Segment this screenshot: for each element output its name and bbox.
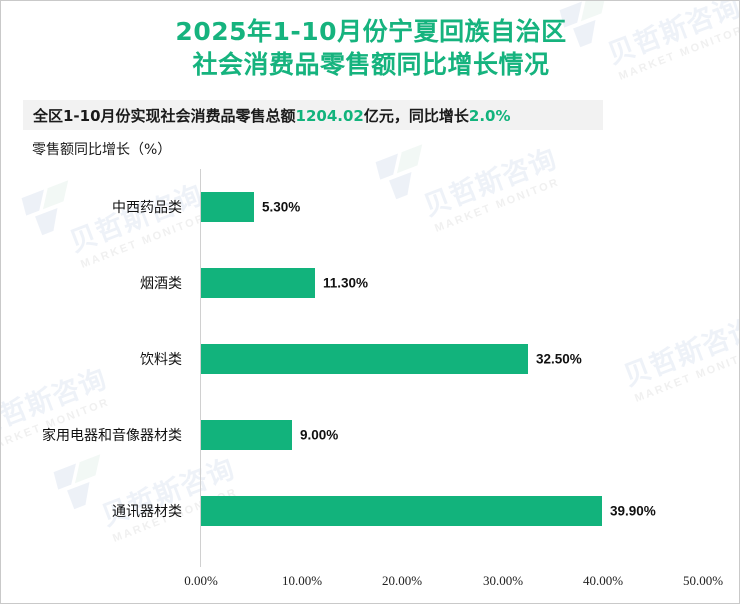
bar-row: 中西药品类 5.30% [1, 169, 739, 245]
x-axis-tick-label: 10.00% [281, 573, 323, 588]
category-label: 烟酒类 [140, 276, 182, 292]
x-axis-tick-label: 0.00% [184, 573, 218, 588]
chart-title: 2025年1-10月份宁夏回族自治区 社会消费品零售额同比增长情况 [1, 15, 739, 81]
x-axis-tick-label: 40.00% [582, 573, 624, 588]
bar-row: 饮料类 32.50% [1, 321, 739, 397]
bar-value-label: 9.00% [300, 427, 339, 443]
value-axis-line [1, 567, 739, 568]
bar-value-label: 5.30% [262, 199, 301, 215]
x-axis-tick-label: 30.00% [482, 573, 524, 588]
category-axis-line [200, 169, 201, 567]
category-label: 中西药品类 [112, 200, 182, 216]
summary-middle: 亿元，同比增长 [363, 106, 469, 125]
summary-growth-value: 2.0% [468, 106, 511, 125]
category-label: 家用电器和音像器材类 [42, 428, 182, 444]
bar[interactable] [201, 268, 315, 298]
bar-row: 通讯器材类 39.90% [1, 473, 739, 549]
summary-prefix: 全区1-10月份实现社会消费品零售总额 [33, 106, 296, 125]
bar-row: 家用电器和音像器材类 9.00% [1, 397, 739, 473]
bar[interactable] [201, 496, 602, 526]
summary-banner: 全区1-10月份实现社会消费品零售总额1204.02亿元，同比增长2.0% [23, 100, 603, 130]
bar-value-label: 39.90% [610, 503, 656, 519]
bar[interactable] [201, 344, 528, 374]
x-axis-tick-label: 20.00% [381, 573, 423, 588]
chart-title-line-1: 2025年1-10月份宁夏回族自治区 [175, 17, 567, 46]
summary-text: 全区1-10月份实现社会消费品零售总额1204.02亿元，同比增长2.0% [23, 105, 511, 126]
bar-value-label: 11.30% [323, 275, 369, 291]
chart-title-line-2: 社会消费品零售额同比增长情况 [192, 50, 550, 79]
value-axis-caption: 零售额同比增长（%） [32, 142, 172, 158]
bar-value-label: 32.50% [536, 351, 582, 367]
category-label: 通讯器材类 [112, 504, 182, 520]
bar[interactable] [201, 192, 254, 222]
plot-area: 中西药品类 5.30% 烟酒类 11.30% 饮料类 32.50% 家用电器和音… [1, 169, 739, 603]
x-axis-tick-label: 50.00% [682, 573, 724, 588]
bar-row: 烟酒类 11.30% [1, 245, 739, 321]
category-label: 饮料类 [140, 352, 182, 368]
bar[interactable] [201, 420, 292, 450]
summary-total-value: 1204.02 [295, 106, 364, 125]
